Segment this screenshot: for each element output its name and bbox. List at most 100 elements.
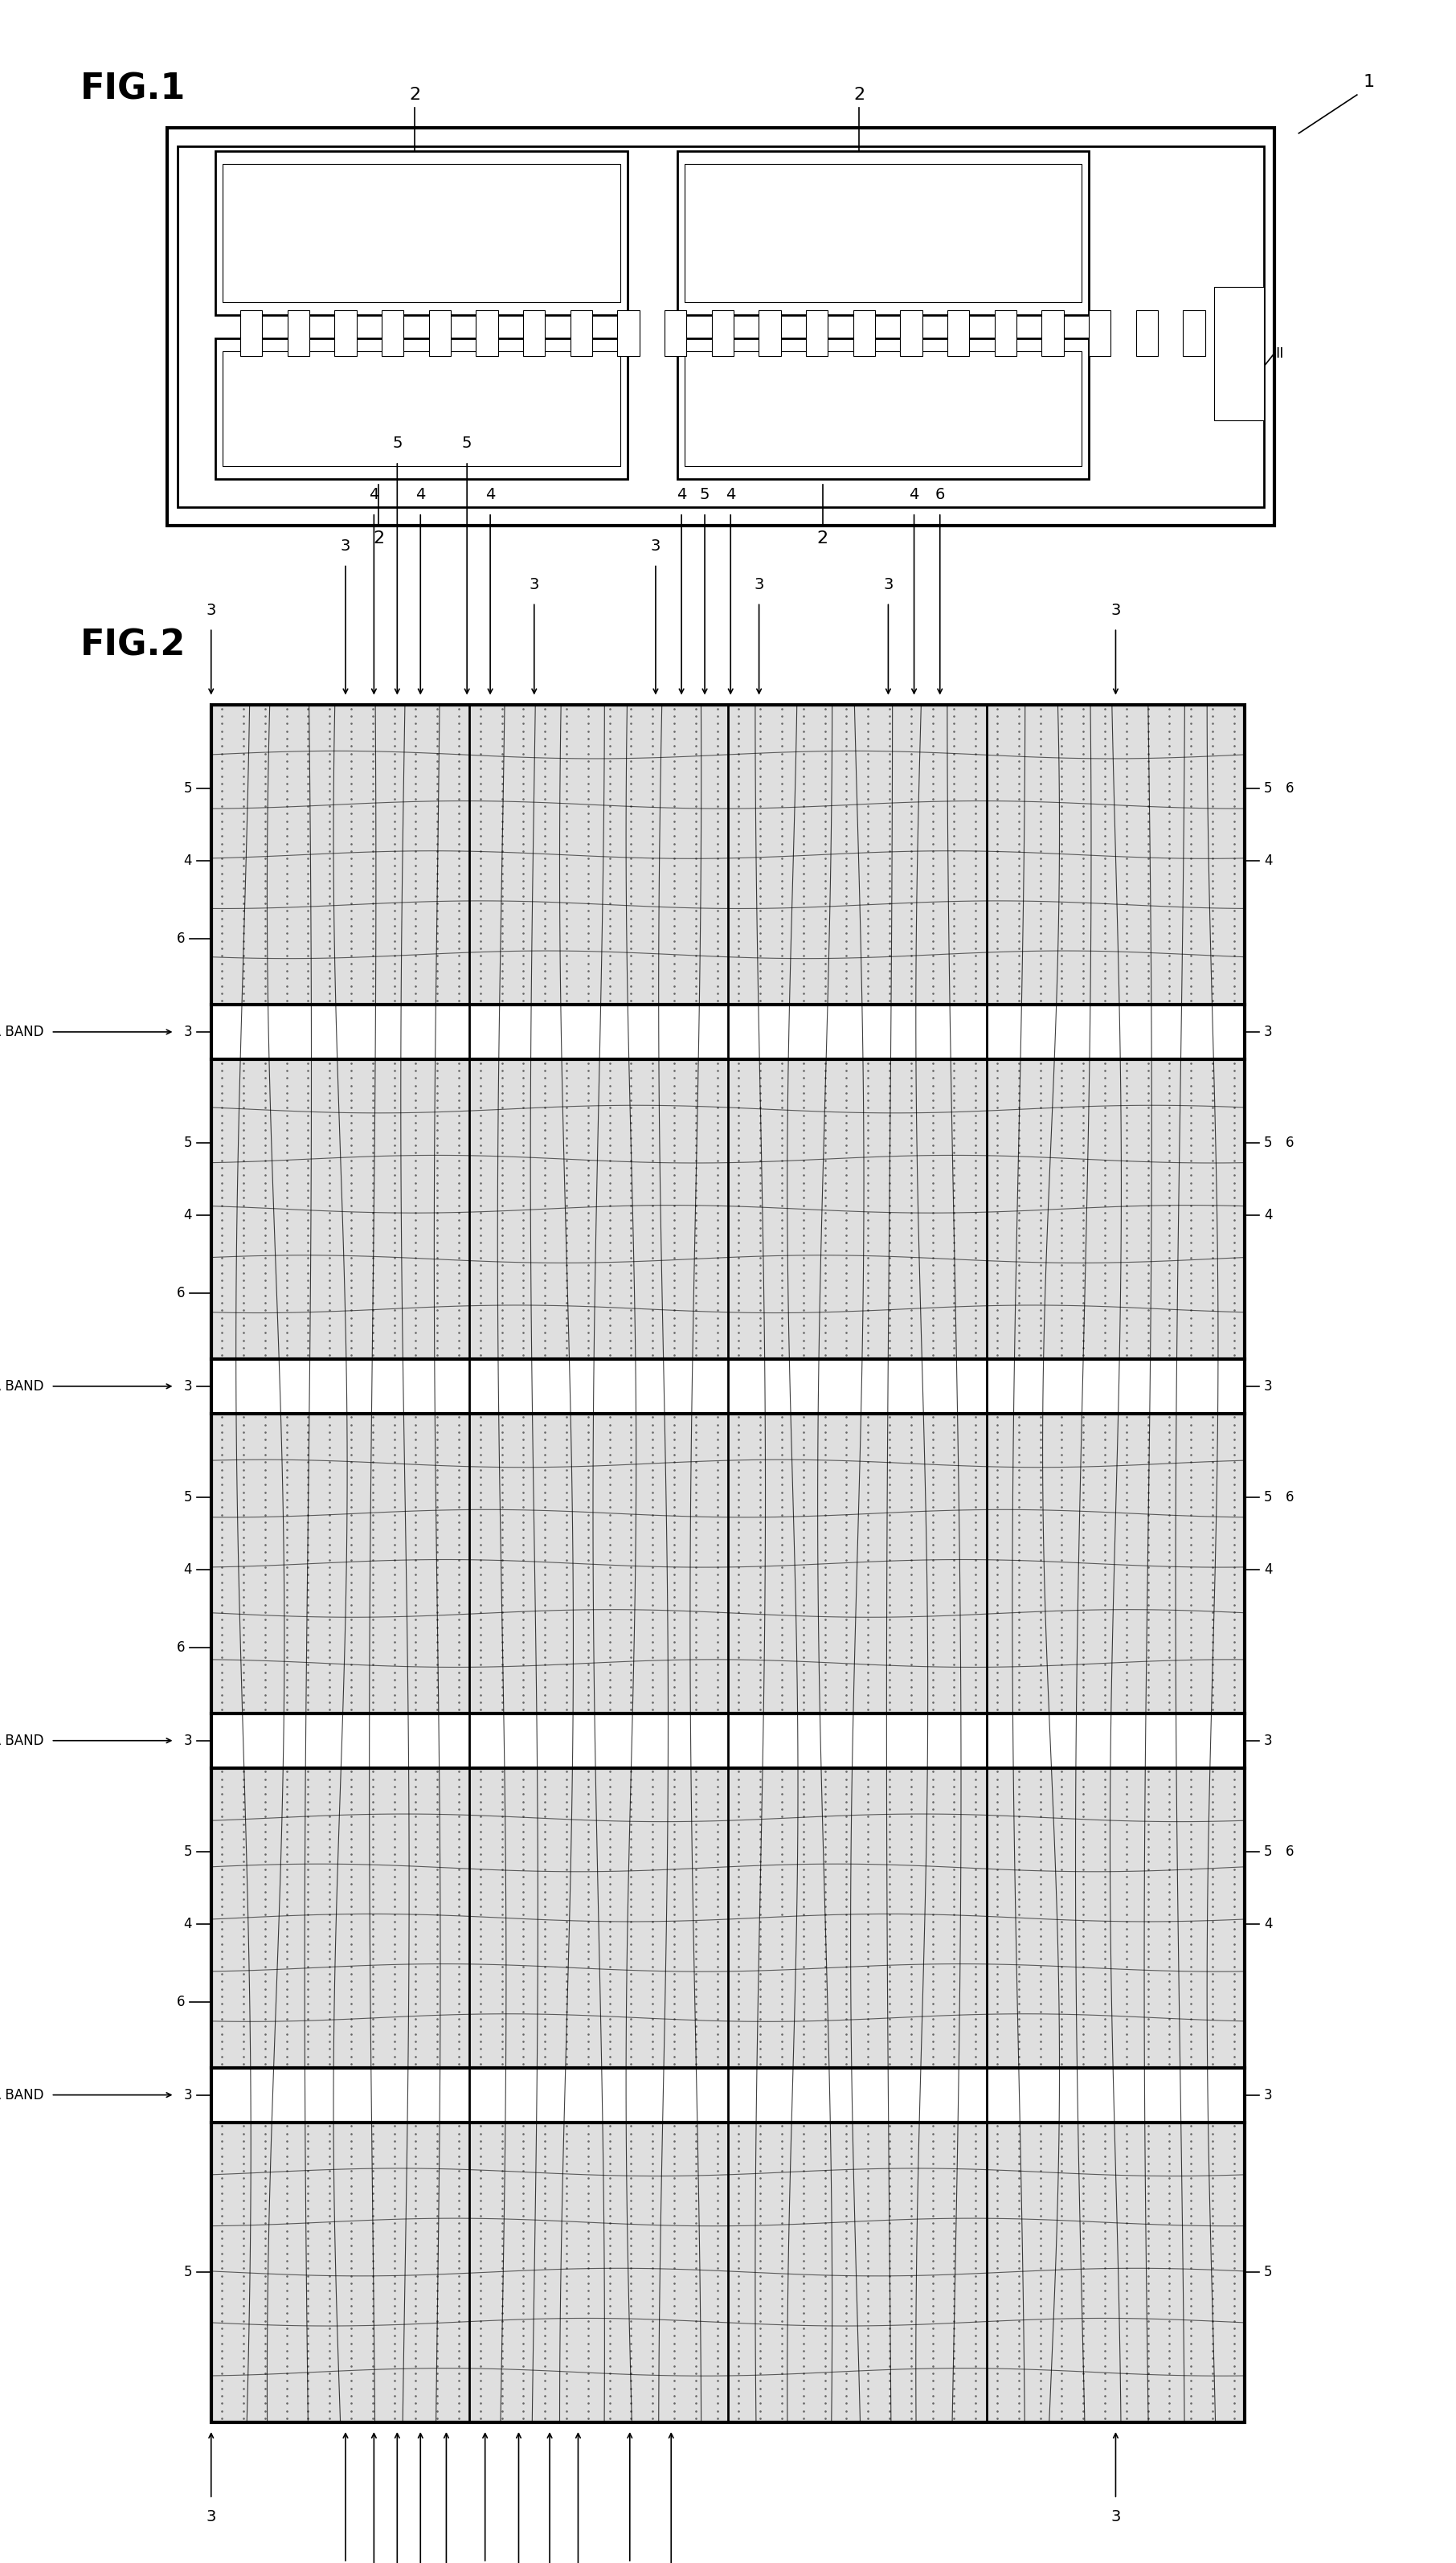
Text: 3: 3 [1264,2089,1273,2102]
Text: 3: 3 [183,1025,192,1038]
Bar [728,2122,987,2422]
Text: 3: 3 [754,577,764,592]
Bar [223,164,620,302]
Bar [430,310,451,356]
Text: 3: 3 [1111,602,1121,618]
Bar [469,705,728,1005]
Text: 3: 3 [341,538,351,554]
Text: 4: 4 [415,487,425,502]
Text: FIG.1: FIG.1 [80,72,186,105]
Text: 4: 4 [725,487,735,502]
Bar [677,151,1089,315]
Text: 3: 3 [207,2509,215,2525]
Bar [335,310,357,356]
Text: SA BAND: SA BAND [0,1733,44,1748]
Text: 5: 5 [462,436,472,451]
Bar [469,1415,728,1712]
Text: 5: 5 [1264,1135,1273,1151]
Text: 6: 6 [1286,1845,1294,1858]
Bar [900,310,922,356]
Text: 2: 2 [853,87,865,103]
Text: SA BAND: SA BAND [0,2089,44,2102]
Text: 5: 5 [700,487,709,502]
Bar [215,151,628,315]
Text: 3: 3 [884,577,893,592]
Bar [240,310,262,356]
Text: 4: 4 [1264,853,1273,869]
Bar [728,1768,987,2068]
Bar [1184,310,1206,356]
Text: 6: 6 [1286,1135,1294,1151]
Bar [287,310,309,356]
Bar [178,146,1264,507]
Bar [469,2122,728,2422]
Text: 6: 6 [176,1287,185,1299]
Text: 4: 4 [183,1917,192,1930]
Text: FIG.2: FIG.2 [80,628,186,661]
Text: 6: 6 [1286,1489,1294,1504]
Bar [853,310,875,356]
Bar [986,705,1245,1005]
Bar [617,310,639,356]
Bar [571,310,593,356]
Bar [167,128,1274,525]
Text: II: II [1275,346,1284,361]
Bar [211,1768,470,2068]
Text: 3: 3 [1264,1733,1273,1748]
Text: 3: 3 [1264,1025,1273,1038]
Text: 2: 2 [409,87,421,103]
Text: SA BAND: SA BAND [0,1025,44,1038]
Bar [986,1768,1245,2068]
Bar [677,338,1089,479]
Text: 4: 4 [1264,1563,1273,1576]
Bar [211,1358,1245,1415]
Bar [986,2122,1245,2422]
Text: 5: 5 [183,782,192,797]
Bar [211,1712,1245,1768]
Text: 3: 3 [183,2089,192,2102]
Text: 4: 4 [1264,1917,1273,1930]
Text: 4: 4 [1264,1207,1273,1223]
Bar [523,310,545,356]
Bar [476,310,498,356]
Text: SA BAND: SA BAND [0,1379,44,1394]
Bar [211,1005,1245,1059]
Text: 6: 6 [1286,782,1294,797]
Text: 5: 5 [392,436,402,451]
Bar [1089,310,1111,356]
Bar [469,1059,728,1358]
Bar [728,1415,987,1712]
Text: 2: 2 [373,531,384,546]
Bar [948,310,970,356]
Text: 6: 6 [176,1994,185,2009]
Text: 6: 6 [176,930,185,946]
Bar [1214,287,1264,420]
Text: 4: 4 [368,487,379,502]
Text: 5: 5 [1264,1845,1273,1858]
Bar [684,164,1082,302]
Text: 3: 3 [183,1379,192,1394]
Text: 2: 2 [817,531,828,546]
Text: 3: 3 [529,577,539,592]
Text: 4: 4 [183,1563,192,1576]
Bar [986,1059,1245,1358]
Text: 5: 5 [183,2266,192,2279]
Bar [1041,310,1063,356]
Bar [712,310,734,356]
Bar [1136,310,1158,356]
Text: 3: 3 [1111,2509,1121,2525]
Bar [807,310,828,356]
Bar [1230,310,1252,356]
Bar [211,705,470,1005]
Text: 3: 3 [183,1733,192,1748]
Text: 3: 3 [207,602,215,618]
Text: 6: 6 [176,1640,185,1656]
Text: 4: 4 [485,487,495,502]
Bar [469,1768,728,2068]
Text: 3: 3 [651,538,661,554]
Text: 4: 4 [677,487,686,502]
Bar [994,310,1016,356]
Bar [728,705,987,1005]
Bar [728,1059,987,1358]
Text: 3: 3 [1264,1379,1273,1394]
